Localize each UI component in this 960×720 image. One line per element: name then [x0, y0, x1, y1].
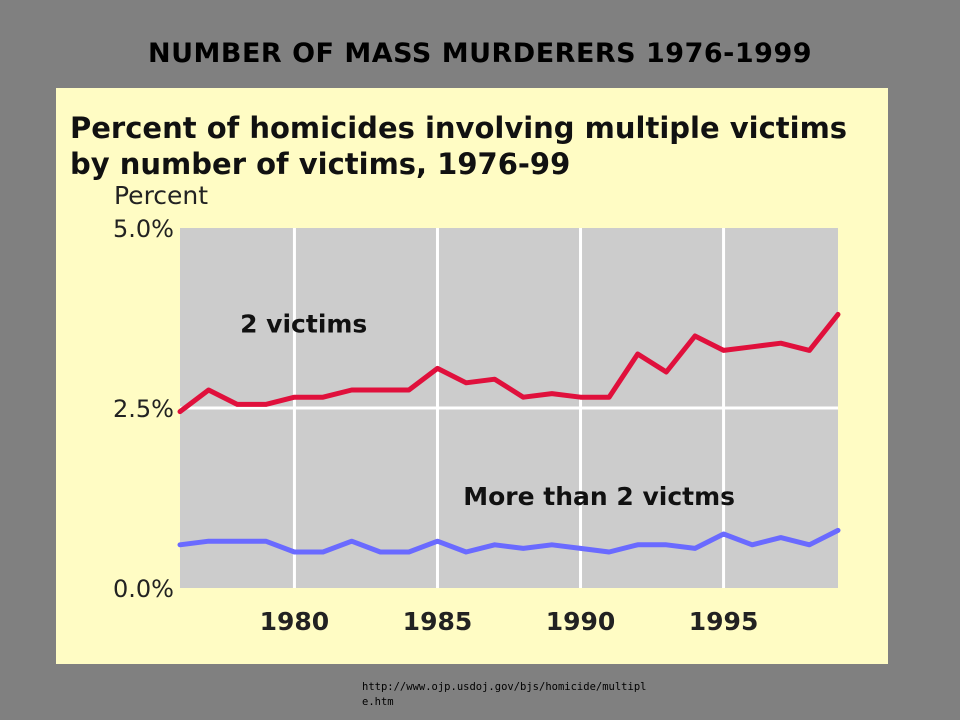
x-tick-label: 1985 [403, 607, 473, 636]
x-tick-label: 1990 [546, 607, 616, 636]
chart-title: Percent of homicides involving multiple … [70, 111, 848, 181]
y-axis-label: Percent [114, 181, 208, 210]
slide-title: NUMBER OF MASS MURDERERS 1976-1999 [147, 38, 813, 69]
line-chart: Percent 0.0% 2.5% 5.0% 1980 1985 1990 1995 2 vic… [113, 181, 841, 636]
x-tick-label: 1995 [689, 607, 759, 636]
source-url: http://www.ojp.usdoj.gov/bjs/homicide/mu… [362, 681, 647, 708]
series-line-more-than-2-victims [177, 527, 841, 555]
y-tick-label: 5.0% [113, 215, 174, 243]
series-line-2-victims [177, 311, 841, 415]
series-label-more-than-2-victims: More than 2 victms [463, 482, 735, 511]
y-tick-label: 0.0% [113, 575, 174, 603]
series-label-2-victims: 2 victims [240, 309, 367, 338]
y-tick-label: 2.5% [113, 395, 174, 423]
x-tick-label: 1980 [260, 607, 330, 636]
chart-panel: Percent of homicides involving multiple … [56, 88, 888, 664]
